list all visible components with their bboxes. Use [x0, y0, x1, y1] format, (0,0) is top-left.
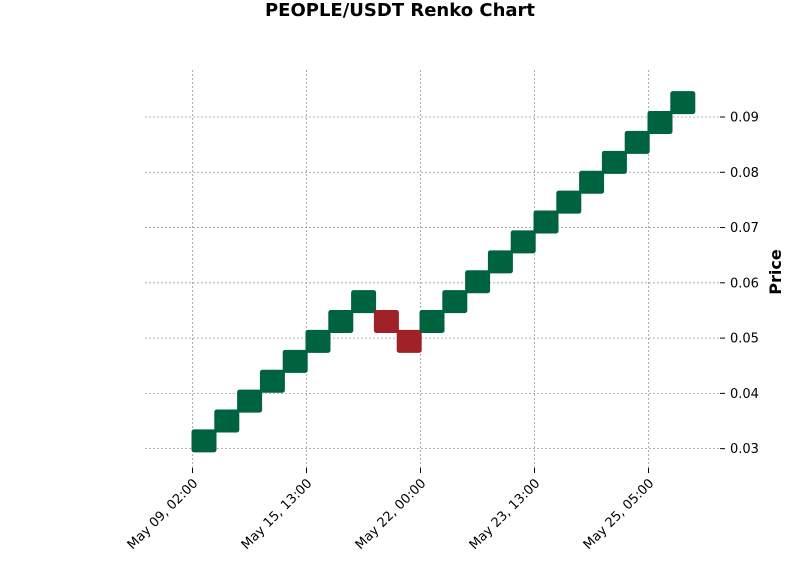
x-tick-label: May 09, 02:00	[125, 476, 202, 553]
y-tick-label: 0.06	[730, 276, 759, 291]
renko-brick-up	[191, 429, 217, 453]
renko-brick-up	[351, 290, 377, 314]
chart-title: PEOPLE/USDT Renko Chart	[264, 0, 536, 21]
y-axis: 0.03 0.04 0.05 0.06 0.07 0.08 0.09	[720, 110, 759, 457]
renko-brick-up	[419, 310, 445, 334]
renko-brick-up	[533, 210, 559, 234]
renko-brick-up	[647, 111, 673, 135]
renko-bricks	[191, 91, 696, 453]
y-tick-label: 0.07	[730, 221, 759, 236]
renko-brick-up	[670, 91, 696, 115]
renko-brick-up	[601, 150, 627, 174]
x-tick-label: May 22, 00:00	[353, 476, 430, 553]
grid-lines	[145, 70, 720, 468]
renko-brick-up	[624, 130, 650, 154]
renko-brick-up	[442, 290, 468, 314]
renko-brick-down	[396, 329, 422, 353]
renko-brick-up	[579, 170, 605, 194]
renko-brick-up	[305, 329, 331, 353]
renko-brick-up	[237, 389, 263, 413]
y-tick-label: 0.08	[730, 166, 759, 181]
renko-brick-up	[465, 270, 491, 294]
renko-brick-up	[282, 349, 308, 373]
renko-brick-up	[259, 369, 285, 393]
y-tick-label: 0.03	[730, 442, 759, 457]
x-tick-label: May 25, 05:00	[581, 476, 658, 553]
y-tick-label: 0.09	[730, 110, 759, 125]
renko-brick-down	[373, 310, 399, 334]
renko-brick-up	[328, 310, 354, 334]
x-axis: May 09, 02:00 May 15, 13:00 May 22, 00:00 M…	[125, 468, 658, 553]
renko-brick-up	[487, 250, 513, 274]
x-tick-label: May 15, 13:00	[239, 476, 316, 553]
y-tick-label: 0.05	[730, 332, 759, 347]
renko-brick-up	[214, 409, 240, 433]
x-tick-label: May 23, 13:00	[467, 476, 544, 553]
y-tick-label: 0.04	[730, 387, 759, 402]
renko-brick-up	[556, 190, 582, 214]
renko-brick-up	[510, 230, 536, 254]
y-axis-label: Price	[766, 249, 785, 295]
